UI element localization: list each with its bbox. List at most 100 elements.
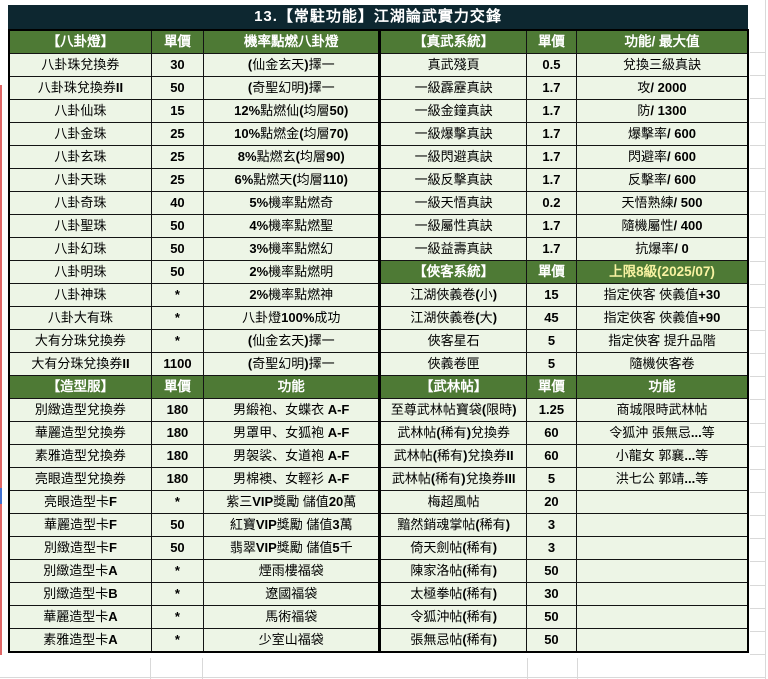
item-cell[interactable]: 倚天劍帖(稀有): [378, 536, 527, 560]
price-cell[interactable]: 15: [150, 99, 205, 123]
function-cell[interactable]: 馬術福袋: [203, 605, 381, 629]
function-cell[interactable]: 隨機屬性/ 400: [576, 214, 749, 238]
price-cell[interactable]: 50: [150, 513, 205, 537]
section-title-cell[interactable]: 【武林帖】: [378, 375, 527, 399]
function-cell[interactable]: 翡翠VIP獎勵 儲值5千: [203, 536, 381, 560]
function-cell[interactable]: 反擊率/ 600: [576, 168, 749, 192]
function-cell[interactable]: 8%點燃玄(均層90): [203, 145, 381, 169]
function-cell[interactable]: 男緞袍、女蝶衣 A-F: [203, 398, 381, 422]
price-cell[interactable]: 1.7: [525, 168, 578, 192]
item-cell[interactable]: 黯然銷魂掌帖(稀有): [378, 513, 527, 537]
function-cell[interactable]: 遼國福袋: [203, 582, 381, 606]
price-cell[interactable]: 1.7: [525, 145, 578, 169]
price-cell[interactable]: *: [150, 329, 205, 353]
item-cell[interactable]: 八卦明珠: [8, 260, 152, 284]
item-cell[interactable]: 張無忌帖(稀有): [378, 628, 527, 653]
item-cell[interactable]: 真武殘頁: [378, 53, 527, 77]
function-cell[interactable]: 抗爆率/ 0: [576, 237, 749, 261]
item-cell[interactable]: 華麗造型卡F: [8, 513, 152, 537]
price-cell[interactable]: 50: [150, 237, 205, 261]
function-cell[interactable]: [576, 559, 749, 583]
function-cell[interactable]: 商城限時武林帖: [576, 398, 749, 422]
function-cell[interactable]: [576, 605, 749, 629]
price-header-cell[interactable]: 單價: [150, 375, 205, 399]
price-cell[interactable]: 25: [150, 168, 205, 192]
function-cell[interactable]: 少室山福袋: [203, 628, 381, 653]
function-cell[interactable]: 2%機率點燃神: [203, 283, 381, 307]
item-cell[interactable]: 素雅造型卡A: [8, 628, 152, 653]
function-cell[interactable]: 兌換三級真訣: [576, 53, 749, 77]
item-cell[interactable]: 陳家洛帖(稀有): [378, 559, 527, 583]
price-cell[interactable]: 50: [150, 76, 205, 100]
price-cell[interactable]: 180: [150, 421, 205, 445]
function-cell[interactable]: 八卦燈100%成功: [203, 306, 381, 330]
item-cell[interactable]: 一級金鐘真訣: [378, 99, 527, 123]
function-cell[interactable]: [576, 490, 749, 514]
function-cell[interactable]: 6%點燃天(均層110): [203, 168, 381, 192]
function-cell[interactable]: (仙金玄天)擇一: [203, 329, 381, 353]
item-cell[interactable]: 別緻造型卡A: [8, 559, 152, 583]
item-cell[interactable]: 大有分珠兌換券II: [8, 352, 152, 376]
function-cell[interactable]: 紅寶VIP獎勵 儲值3萬: [203, 513, 381, 537]
item-cell[interactable]: 別緻造型卡B: [8, 582, 152, 606]
price-cell[interactable]: 5: [525, 329, 578, 353]
item-cell[interactable]: 八卦大有珠: [8, 306, 152, 330]
section-title-cell[interactable]: 【八卦燈】: [8, 29, 152, 54]
function-cell[interactable]: 閃避率/ 600: [576, 145, 749, 169]
item-cell[interactable]: 八卦聖珠: [8, 214, 152, 238]
item-cell[interactable]: 江湖俠義卷(大): [378, 306, 527, 330]
price-cell[interactable]: 0.2: [525, 191, 578, 215]
price-cell[interactable]: 3: [525, 513, 578, 537]
price-cell[interactable]: 5: [525, 467, 578, 491]
item-cell[interactable]: 八卦珠兌換券: [8, 53, 152, 77]
price-header-cell[interactable]: 單價: [525, 375, 578, 399]
item-cell[interactable]: 梅超風帖: [378, 490, 527, 514]
function-cell[interactable]: [576, 536, 749, 560]
item-cell[interactable]: 一級屬性真訣: [378, 214, 527, 238]
section-title-cell[interactable]: 【真武系統】: [378, 29, 527, 54]
price-cell[interactable]: *: [150, 306, 205, 330]
function-cell[interactable]: 紫三VIP獎勵 儲值20萬: [203, 490, 381, 514]
price-cell[interactable]: 1.25: [525, 398, 578, 422]
item-cell[interactable]: 素雅造型兌換券: [8, 444, 152, 468]
item-cell[interactable]: 大有分珠兌換券: [8, 329, 152, 353]
price-cell[interactable]: *: [150, 283, 205, 307]
item-cell[interactable]: 華麗造型卡A: [8, 605, 152, 629]
function-cell[interactable]: 爆擊率/ 600: [576, 122, 749, 146]
function-cell[interactable]: 10%點燃金(均層70): [203, 122, 381, 146]
function-cell[interactable]: 洪七公 郭靖...等: [576, 467, 749, 491]
price-cell[interactable]: 20: [525, 490, 578, 514]
item-cell[interactable]: 八卦奇珠: [8, 191, 152, 215]
item-cell[interactable]: 太極拳帖(稀有): [378, 582, 527, 606]
function-header-cell[interactable]: 功能/ 最大值: [576, 29, 749, 54]
function-cell[interactable]: 指定俠客 俠義值+30: [576, 283, 749, 307]
item-cell[interactable]: 令狐沖帖(稀有): [378, 605, 527, 629]
price-cell[interactable]: 50: [150, 214, 205, 238]
price-cell[interactable]: 3: [525, 536, 578, 560]
function-cell[interactable]: 指定俠客 俠義值+90: [576, 306, 749, 330]
function-cell[interactable]: (仙金玄天)擇一: [203, 53, 381, 77]
price-cell[interactable]: 1100: [150, 352, 205, 376]
item-cell[interactable]: 一級霹靂真訣: [378, 76, 527, 100]
price-cell[interactable]: 180: [150, 467, 205, 491]
price-cell[interactable]: 60: [525, 421, 578, 445]
price-cell[interactable]: 1.7: [525, 99, 578, 123]
section-title-cell[interactable]: 【造型服】: [8, 375, 152, 399]
item-cell[interactable]: 亮眼造型兌換券: [8, 467, 152, 491]
price-cell[interactable]: 5: [525, 352, 578, 376]
function-cell[interactable]: 3%機率點燃幻: [203, 237, 381, 261]
item-cell[interactable]: 至尊武林帖寶袋(限時): [378, 398, 527, 422]
price-cell[interactable]: *: [150, 559, 205, 583]
price-cell[interactable]: *: [150, 582, 205, 606]
function-cell[interactable]: 指定俠客 提升品階: [576, 329, 749, 353]
item-cell[interactable]: 一級爆擊真訣: [378, 122, 527, 146]
price-cell[interactable]: 40: [150, 191, 205, 215]
item-cell[interactable]: 八卦玄珠: [8, 145, 152, 169]
function-cell[interactable]: 小龍女 郭襄...等: [576, 444, 749, 468]
price-cell[interactable]: 1.7: [525, 122, 578, 146]
item-cell[interactable]: 八卦天珠: [8, 168, 152, 192]
price-cell[interactable]: 50: [525, 605, 578, 629]
item-cell[interactable]: 八卦幻珠: [8, 237, 152, 261]
item-cell[interactable]: 一級天悟真訣: [378, 191, 527, 215]
price-cell[interactable]: 50: [150, 260, 205, 284]
